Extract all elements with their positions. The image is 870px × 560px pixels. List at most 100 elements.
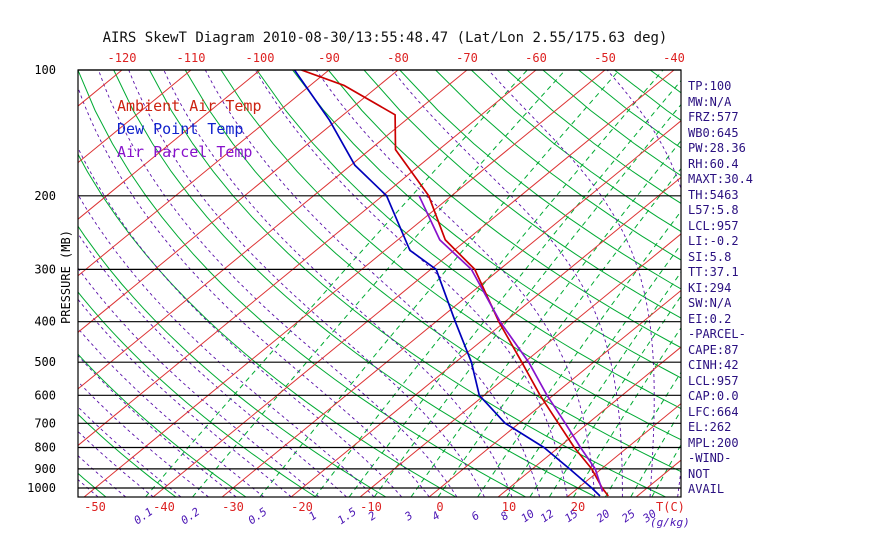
bottom-temp-label: -30 — [222, 500, 244, 514]
mixing-ratio-line — [437, 167, 681, 497]
stat-line: EL:262 — [688, 420, 732, 434]
top-temp-label: -70 — [456, 51, 478, 65]
ambient-air-temp-curve — [301, 70, 609, 497]
stat-line: L57:5.8 — [688, 203, 739, 217]
isotherm-line — [78, 70, 192, 164]
mixing-ratio-label: 15 — [562, 507, 580, 525]
dry-adiabat-line — [113, 70, 596, 497]
mixing-ratio-label: 25 — [619, 507, 637, 525]
moist-adiabat-line — [391, 70, 623, 497]
dry-adiabat-line — [363, 70, 681, 319]
top-temp-label: -100 — [246, 51, 275, 65]
top-temp-label: -90 — [318, 51, 340, 65]
isotherm-line — [497, 346, 681, 497]
dry-adiabat-line — [292, 70, 681, 379]
dry-adiabat-line — [78, 291, 316, 497]
moist-adiabat-line — [78, 327, 264, 497]
moist-adiabat-line — [78, 86, 430, 497]
dry-adiabat-line — [78, 225, 386, 497]
mixing-ratio-line — [529, 271, 681, 497]
stat-line: PW:28.36 — [688, 141, 746, 155]
mixing-ratio-line — [192, 70, 566, 497]
top-temp-label: -40 — [663, 51, 685, 65]
pressure-axis-label: PRESSURE (MB) — [59, 230, 73, 324]
dew-point-temp-curve — [293, 70, 601, 497]
isotherm-line — [221, 120, 681, 497]
dry-adiabat-line — [149, 70, 666, 497]
temp-unit-label: T(C) — [656, 500, 685, 514]
bottom-temp-labels: -50 -40 -30 -20 -10 0 10 20 — [84, 500, 585, 514]
dry-adiabat-line — [78, 353, 247, 497]
mixing-ratio-line — [605, 371, 681, 497]
bottom-temp-label: 10 — [502, 500, 516, 514]
stat-line: WB0:645 — [688, 125, 739, 140]
svg-text:3: 3 — [402, 509, 416, 524]
top-temp-label: -60 — [525, 51, 547, 65]
mixing-ratio-line — [259, 70, 620, 497]
bottom-temp-label: -40 — [153, 500, 175, 514]
stat-line: TH:5463 — [688, 187, 739, 202]
stat-line: EI:0.2 — [688, 311, 732, 326]
mixing-ratio-lines — [145, 70, 681, 497]
isotherm-lines — [78, 70, 681, 497]
stat-line: -PARCEL- — [688, 327, 746, 341]
mixing-ratio-line — [651, 443, 681, 497]
bottom-temp-label: -50 — [84, 500, 106, 514]
dry-adiabat-line — [78, 70, 526, 497]
pressure-tick-label: 700 — [34, 416, 56, 430]
moist-adiabat-line — [128, 70, 485, 497]
isotherm-line — [359, 233, 681, 497]
isotherm-line — [83, 70, 606, 497]
isotherm-line — [290, 176, 681, 497]
mixing-ratio-line — [506, 243, 681, 497]
mixing-ratio-line — [548, 295, 681, 497]
dry-adiabat-line — [184, 70, 681, 473]
isotherm-line — [78, 70, 399, 333]
stat-line: -WIND- — [688, 451, 732, 465]
svg-text:1.5: 1.5 — [335, 505, 359, 527]
grid-lines — [78, 70, 681, 497]
dry-adiabat-line — [220, 70, 681, 441]
moist-adiabat-line — [78, 479, 99, 497]
dry-adiabat-line — [256, 70, 681, 410]
svg-text:0.5: 0.5 — [246, 505, 270, 527]
pressure-tick-label: 1000 — [27, 481, 56, 495]
moist-adiabat-line — [78, 298, 292, 497]
bottom-temp-label: -20 — [291, 500, 313, 514]
svg-text:0.2: 0.2 — [179, 505, 203, 527]
top-temp-label: -120 — [108, 51, 137, 65]
pressure-tick-label: 900 — [34, 462, 56, 476]
stat-line: LCL:957 — [688, 373, 739, 388]
svg-text:20: 20 — [594, 507, 613, 525]
moist-adiabat-line — [254, 70, 568, 497]
svg-text:0.1: 0.1 — [132, 505, 156, 527]
chart-title: AIRS SkewT Diagram 2010-08-30/13:55:48.4… — [102, 30, 668, 46]
stat-line: LI:-0.2 — [688, 234, 739, 248]
stat-line: CINH:42 — [688, 358, 739, 372]
dry-adiabat-line — [399, 70, 681, 290]
stat-line: MPL:200 — [688, 435, 739, 450]
mixing-ratio-line — [410, 140, 681, 497]
mixing-ratio-label: 1.5 — [335, 505, 359, 527]
stat-line: NOT — [688, 466, 710, 481]
top-temp-label: -50 — [594, 51, 616, 65]
moist-adiabat-line — [487, 70, 655, 497]
pressure-tick-label: 500 — [34, 355, 56, 369]
air-parcel-temp-curve — [418, 195, 604, 492]
pressure-tick-label: 200 — [34, 189, 56, 203]
pressure-tick-label: 300 — [34, 262, 56, 276]
top-temp-label: -110 — [177, 51, 206, 65]
mixing-ratio-label: 6 — [469, 509, 482, 524]
isotherm-line — [78, 70, 261, 220]
mixing-ratio-label: 20 — [594, 507, 613, 525]
bottom-temp-label: -10 — [360, 500, 382, 514]
stat-line: KI:294 — [688, 280, 732, 295]
mixing-ratio-line — [348, 79, 681, 497]
isotherm-line — [428, 289, 681, 497]
stats-panel: TP:100 MW:N/A FRZ:577 WB0:645 PW:28.36 RH:60.… — [688, 79, 753, 498]
mixing-unit-label: (g/kg) — [650, 516, 690, 529]
plot-frame — [77, 69, 682, 498]
bottom-temp-label: 0 — [436, 500, 443, 514]
pressure-tick-label: 400 — [34, 315, 56, 329]
